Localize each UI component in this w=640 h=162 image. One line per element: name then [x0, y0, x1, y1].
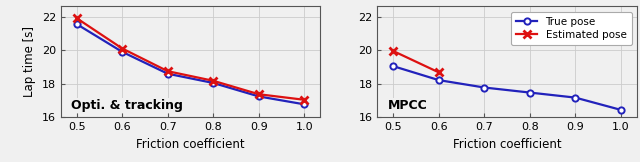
Estimated pose	[389, 50, 397, 52]
Y-axis label: Lap time [s]: Lap time [s]	[23, 26, 36, 98]
Estimated pose	[164, 70, 172, 72]
True pose	[572, 97, 579, 99]
Estimated pose	[118, 47, 126, 49]
Line: Estimated pose: Estimated pose	[72, 14, 308, 104]
Line: True pose: True pose	[74, 21, 307, 107]
True pose	[526, 92, 534, 93]
True pose	[301, 103, 308, 105]
True pose	[435, 79, 443, 81]
True pose	[209, 82, 217, 84]
Estimated pose	[301, 99, 308, 101]
True pose	[164, 73, 172, 75]
True pose	[255, 95, 262, 97]
Estimated pose	[255, 93, 262, 95]
X-axis label: Friction coefficient: Friction coefficient	[136, 138, 245, 151]
Line: Estimated pose: Estimated pose	[389, 47, 443, 77]
Text: Opti. & tracking: Opti. & tracking	[71, 99, 183, 112]
Line: True pose: True pose	[390, 63, 624, 113]
True pose	[617, 109, 625, 111]
Estimated pose	[435, 71, 443, 73]
True pose	[73, 23, 81, 25]
True pose	[481, 87, 488, 88]
True pose	[118, 51, 126, 53]
True pose	[389, 65, 397, 67]
Estimated pose	[209, 80, 217, 82]
Legend: True pose, Estimated pose: True pose, Estimated pose	[511, 12, 632, 45]
Estimated pose	[73, 17, 81, 19]
Text: MPCC: MPCC	[388, 99, 428, 112]
X-axis label: Friction coefficient: Friction coefficient	[452, 138, 561, 151]
